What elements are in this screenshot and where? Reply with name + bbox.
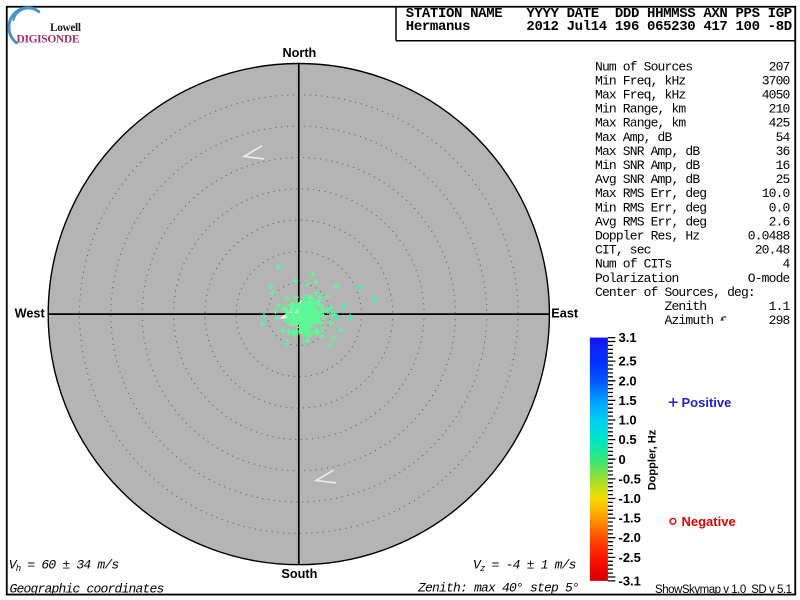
svg-text:Min Freq, kHz: Min Freq, kHz (595, 73, 685, 88)
svg-text:-0.5: -0.5 (619, 471, 641, 486)
svg-text:207: 207 (769, 59, 790, 74)
svg-text:Max Amp, dB: Max Amp, dB (595, 130, 673, 145)
svg-text:Hermanus 2012 Jul14 196: Hermanus 2012 Jul14 196 065230 417 100 -… (406, 19, 792, 35)
svg-text:2.6: 2.6 (769, 214, 790, 229)
svg-text:-2.0: -2.0 (619, 530, 641, 545)
svg-text:Avg SNR Amp, dB: Avg SNR Amp, dB (595, 172, 700, 187)
svg-text:Min RMS Err, deg: Min RMS Err, deg (595, 200, 706, 215)
svg-text:-3.1: -3.1 (619, 573, 641, 588)
svg-text:3.1: 3.1 (619, 330, 637, 345)
svg-text:South: South (281, 567, 317, 581)
svg-text:298: 298 (769, 313, 790, 328)
svg-text:Min SNR Amp, dB: Min SNR Amp, dB (595, 158, 700, 173)
svg-text:Max Freq, kHz: Max Freq, kHz (595, 88, 685, 103)
svg-text:Num of CITs: Num of CITs (595, 257, 672, 272)
svg-text:DIGISONDE: DIGISONDE (17, 34, 80, 46)
svg-text:Max RMS Err, deg: Max RMS Err, deg (595, 186, 706, 201)
svg-text:Max SNR Amp, dB: Max SNR Amp, dB (595, 144, 700, 159)
svg-text:3700: 3700 (762, 73, 790, 88)
svg-text:25: 25 (776, 172, 790, 187)
svg-text:54: 54 (776, 130, 791, 145)
svg-text:4050: 4050 (762, 88, 790, 103)
svg-text:10.0: 10.0 (762, 186, 790, 201)
svg-text:Max Range, km: Max Range, km (595, 116, 686, 131)
svg-text:4: 4 (783, 257, 791, 272)
svg-text:16: 16 (776, 158, 790, 173)
svg-text:210: 210 (769, 102, 790, 117)
svg-text:1.5: 1.5 (619, 393, 637, 408)
svg-text:O-mode: O-mode (748, 271, 790, 286)
svg-text:-1.5: -1.5 (619, 511, 641, 526)
svg-text:0.0488: 0.0488 (748, 229, 790, 244)
svg-text:Polarization: Polarization (595, 271, 678, 286)
svg-text:1.1: 1.1 (769, 299, 791, 314)
svg-text:Center of Sources, deg:: Center of Sources, deg: (595, 285, 755, 300)
svg-text:CIT, sec: CIT, sec (595, 243, 651, 258)
svg-text:425: 425 (769, 116, 790, 131)
svg-text:0: 0 (619, 452, 626, 467)
svg-text:1.0: 1.0 (619, 413, 637, 428)
svg-text:0.5: 0.5 (619, 432, 637, 447)
svg-text:Azimuth: Azimuth (595, 313, 713, 328)
svg-text:Min Range, km: Min Range, km (595, 102, 686, 117)
svg-text:2.0: 2.0 (619, 373, 637, 388)
svg-text:North: North (282, 46, 316, 60)
svg-text:-1.0: -1.0 (619, 491, 641, 506)
svg-text:Vz = -4 ± 1 m/s: Vz = -4 ± 1 m/s (473, 558, 576, 575)
svg-text:ShowSkymap v 1.0 SD v 5.1: ShowSkymap v 1.0 SD v 5.1 (655, 584, 792, 596)
svg-text:36: 36 (776, 144, 790, 159)
svg-text:STATION NAME YYYY DATE DDD: STATION NAME YYYY DATE DDD HHMMSS AXN PP… (406, 6, 792, 22)
svg-text:Geographic coordinates: Geographic coordinates (10, 582, 164, 597)
svg-text:Zenith: max 40° step 5°: Zenith: max 40° step 5° (417, 581, 579, 596)
svg-text:Positive: Positive (682, 395, 732, 410)
svg-text:Num of Sources: Num of Sources (595, 59, 692, 74)
svg-text:Lowell: Lowell (50, 22, 81, 34)
svg-text:20.48: 20.48 (755, 243, 790, 258)
svg-text:-2.5: -2.5 (619, 550, 641, 565)
svg-text:East: East (551, 307, 579, 321)
svg-text:Zenith: Zenith (595, 299, 706, 314)
svg-text:0.0: 0.0 (769, 200, 790, 215)
svg-text:Doppler Res, Hz: Doppler Res, Hz (595, 229, 699, 244)
svg-text:Vh = 60 ± 34 m/s: Vh = 60 ± 34 m/s (9, 558, 119, 575)
svg-text:West: West (15, 307, 46, 321)
svg-text:Negative: Negative (682, 514, 736, 529)
svg-text:Avg RMS Err, deg: Avg RMS Err, deg (595, 214, 706, 229)
svg-text:2.5: 2.5 (619, 354, 637, 369)
svg-text:Doppler, Hz: Doppler, Hz (646, 429, 658, 490)
